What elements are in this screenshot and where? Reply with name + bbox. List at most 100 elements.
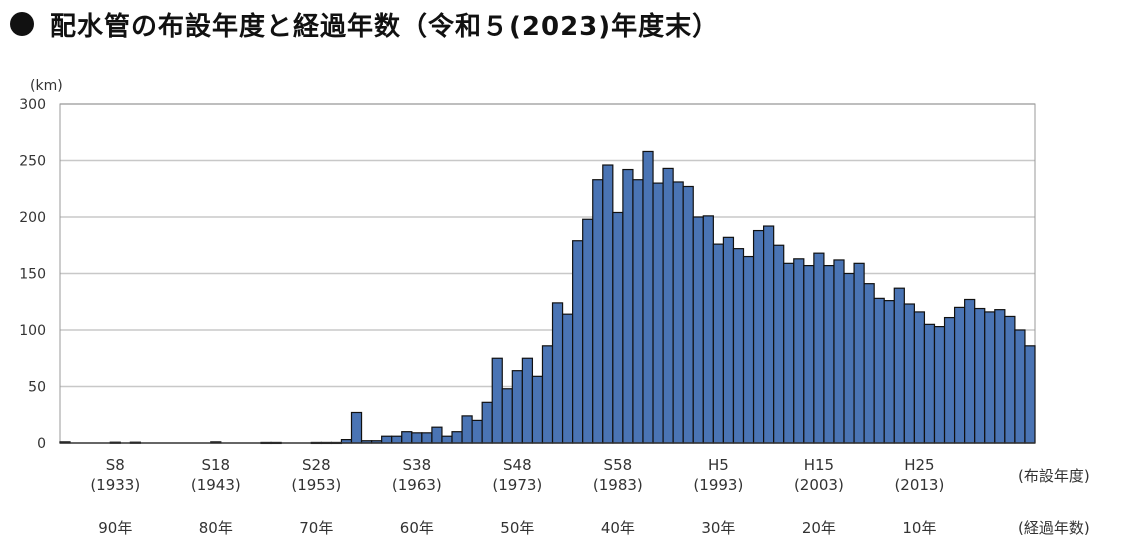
bar: [903, 303, 915, 444]
bar: [381, 435, 393, 444]
era-label: S18: [201, 456, 230, 474]
bar: [793, 258, 805, 444]
bar: [943, 316, 956, 444]
elapsed-label: 30年: [701, 519, 735, 537]
bar: [813, 252, 825, 444]
bar: [722, 236, 735, 444]
y-tick-label: 150: [19, 267, 46, 283]
bar: [491, 357, 503, 444]
bar: [933, 326, 946, 444]
bar: [1024, 345, 1036, 444]
bar: [923, 323, 936, 444]
bar: [863, 283, 875, 444]
y-tick-label: 200: [19, 210, 46, 226]
year-label: (2013): [894, 476, 944, 494]
y-tick-label: 250: [19, 154, 46, 170]
bar: [692, 216, 704, 444]
bar: [531, 375, 544, 444]
x-axis-label-year: (布設年度): [1018, 467, 1090, 485]
bar: [1014, 329, 1026, 444]
bar: [642, 150, 654, 444]
bar: [732, 248, 745, 444]
elapsed-label: 50年: [500, 519, 534, 537]
y-tick-label: 300: [19, 97, 46, 113]
y-axis-label: (km): [30, 78, 63, 94]
bar: [883, 300, 895, 444]
x-axis-label-elapsed: (経過年数): [1018, 519, 1090, 537]
year-label: (1963): [392, 476, 442, 494]
bar: [411, 432, 423, 444]
bar: [974, 307, 986, 444]
era-label: S48: [503, 456, 532, 474]
bar: [652, 182, 664, 444]
year-label: (1983): [593, 476, 643, 494]
bar: [1004, 315, 1016, 444]
bar: [632, 179, 644, 444]
bar: [682, 185, 694, 444]
bar: [431, 426, 443, 444]
year-label: (2003): [794, 476, 844, 494]
bar: [622, 168, 634, 444]
era-label: S58: [604, 456, 633, 474]
bar: [471, 419, 483, 444]
bar: [501, 388, 513, 444]
elapsed-label: 80年: [199, 519, 233, 537]
bar-group: [59, 150, 1036, 445]
bar: [853, 262, 865, 444]
year-label: (1953): [291, 476, 341, 494]
bar: [612, 211, 624, 444]
bar: [823, 264, 835, 444]
y-tick-label: 100: [19, 323, 46, 339]
elapsed-label: 10年: [902, 519, 936, 537]
bar: [833, 259, 845, 444]
bar: [391, 435, 403, 444]
bar: [602, 164, 614, 444]
bar: [702, 215, 714, 444]
elapsed-label: 70年: [299, 519, 333, 537]
elapsed-label: 60年: [400, 519, 434, 537]
era-label: H5: [708, 456, 729, 474]
y-axis: 0 50 100 150 200 250 300 (km): [19, 78, 62, 452]
bar: [783, 262, 795, 444]
elapsed-label: 90年: [98, 519, 132, 537]
year-label: (1993): [693, 476, 743, 494]
bar: [441, 435, 453, 444]
bar: [803, 264, 815, 444]
title-text: 配水管の布設年度と経過年数（令和５(2023)年度末）: [50, 11, 720, 42]
bar: [763, 225, 775, 444]
bar: [541, 345, 554, 444]
bar: [953, 306, 966, 444]
elapsed-label: 40年: [601, 519, 635, 537]
era-label: S8: [106, 456, 125, 474]
bar: [893, 287, 905, 444]
bar: [511, 370, 523, 444]
elapsed-label: 20年: [802, 519, 836, 537]
bar: [994, 309, 1006, 444]
bullet-icon: [10, 12, 34, 36]
era-label: S38: [403, 456, 432, 474]
bar: [742, 255, 755, 444]
era-label: H25: [904, 456, 934, 474]
bar: [873, 297, 885, 444]
bar: [964, 298, 976, 444]
bar: [712, 243, 725, 444]
year-label: (1933): [90, 476, 140, 494]
bar: [421, 432, 433, 444]
bar: [350, 411, 363, 444]
bar: [843, 272, 855, 444]
bar: [752, 229, 765, 444]
year-label: (1973): [492, 476, 542, 494]
bar: [582, 218, 594, 444]
bar: [773, 244, 785, 444]
bar: [451, 431, 463, 444]
bar: [572, 240, 584, 444]
era-label: H15: [804, 456, 834, 474]
bar: [551, 302, 564, 444]
bar: [461, 415, 473, 444]
x-axis: S8 (1933) 90年 S18 (1943) 80年 S28 (1953) 70年 S38 (1…: [60, 442, 1090, 537]
y-tick-label: 50: [28, 380, 46, 396]
bar: [561, 313, 574, 444]
chart-title: 配水管の布設年度と経過年数（令和５(2023)年度末）: [10, 4, 719, 44]
year-label: (1943): [191, 476, 241, 494]
